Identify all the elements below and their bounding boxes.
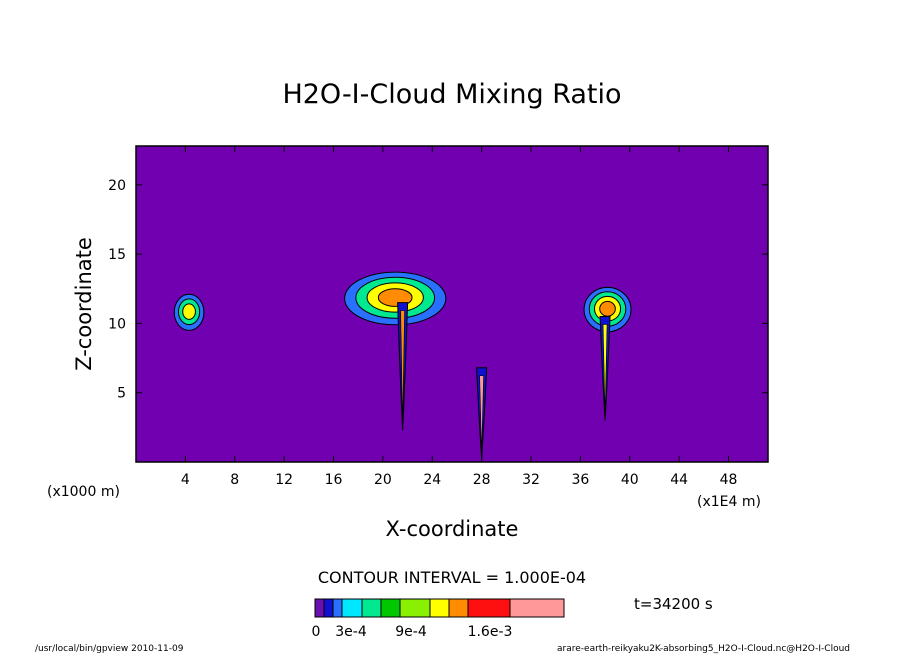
colorbar-swatch-8 <box>448 598 469 618</box>
x-tick-label-9: 40 <box>621 472 639 488</box>
x-tick-label-7: 32 <box>522 472 540 488</box>
contour-interval: CONTOUR INTERVAL = 1.000E-04 <box>318 568 586 587</box>
colorbar-label-2: 9e-4 <box>395 624 427 640</box>
x-tick-label-8: 36 <box>571 472 589 488</box>
x-tick-label-5: 24 <box>423 472 441 488</box>
x-tick-label-1: 8 <box>230 472 239 488</box>
x-unit-left: (x1000 m) <box>47 484 120 500</box>
x-tick-label-4: 20 <box>374 472 392 488</box>
plot-frame <box>135 145 769 463</box>
y-tick-label-0: 5 <box>117 386 126 402</box>
footer-right: arare-earth-reikyaku2K-absorbing5_H2O-I-… <box>557 644 850 654</box>
colorbar-swatch-10 <box>509 598 565 618</box>
colorbar-swatch-6 <box>399 598 431 618</box>
x-unit-right: (x1E4 m) <box>697 494 761 510</box>
colorbar-swatch-7 <box>429 598 450 618</box>
colorbar-swatch-2 <box>332 598 343 618</box>
cloud-1-contour-3 <box>377 288 413 307</box>
x-tick-label-3: 16 <box>325 472 343 488</box>
column-1-core <box>479 375 484 454</box>
colorbar-swatch-5 <box>380 598 401 618</box>
y-axis: 5 10 15 20 <box>108 178 768 402</box>
y-tick-label-1: 10 <box>108 316 126 332</box>
colorbar-swatch-0 <box>314 598 325 618</box>
colorbar-labels: 0 3e-4 9e-4 1.6e-3 <box>312 624 513 640</box>
x-tick-label-11: 48 <box>720 472 738 488</box>
footer-left: /usr/local/bin/gpview 2010-11-09 <box>35 644 184 654</box>
cloud-2-contour-3 <box>599 300 616 317</box>
y-tick-label-2: 15 <box>108 247 126 263</box>
x-tick-label-0: 4 <box>181 472 190 488</box>
colorbar-swatch-9 <box>467 598 511 618</box>
colorbar-swatch-4 <box>361 598 382 618</box>
colorbar-label-3: 1.6e-3 <box>468 624 513 640</box>
contour-layer <box>173 271 632 460</box>
colorbar-label-0: 0 <box>312 624 321 640</box>
x-tick-label-2: 12 <box>275 472 293 488</box>
colorbar-label-1: 3e-4 <box>335 624 367 640</box>
y-tick-label-3: 20 <box>108 178 126 194</box>
cloud-0-contour-2 <box>182 303 196 320</box>
column-0-core <box>400 310 405 425</box>
chart-title: H2O-I-Cloud Mixing Ratio <box>282 79 621 110</box>
colorbar-swatch-1 <box>323 598 334 618</box>
x-axis: 4 8 12 16 20 24 28 32 36 40 44 48 <box>181 146 738 488</box>
x-tick-label-6: 28 <box>473 472 491 488</box>
x-tick-label-10: 44 <box>670 472 688 488</box>
plot-background <box>136 146 768 462</box>
y-axis-label: Z-coordinate <box>72 237 96 371</box>
x-axis-label: X-coordinate <box>386 517 519 541</box>
colorbar <box>314 598 565 618</box>
time-label: t=34200 s <box>634 595 713 613</box>
colorbar-swatch-3 <box>341 598 363 618</box>
column-2-core <box>602 324 608 415</box>
